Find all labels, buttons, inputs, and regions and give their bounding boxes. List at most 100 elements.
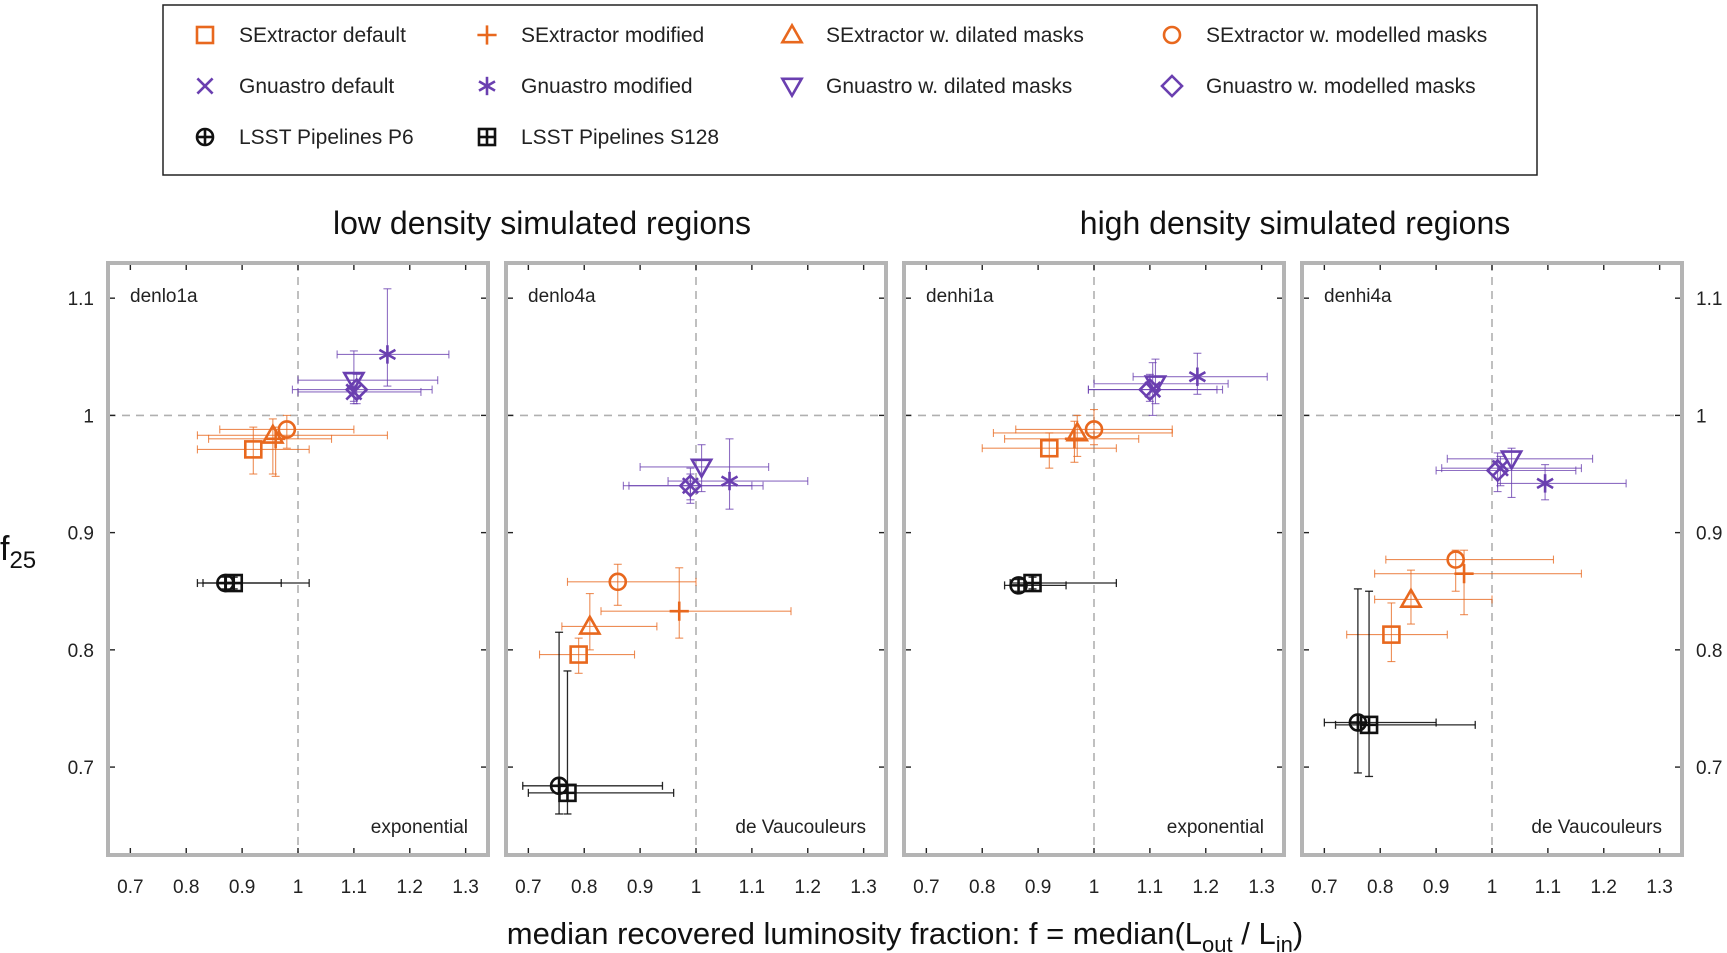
panel-name: denlo1a [130,286,198,307]
x-tick-label: 1.2 [1591,877,1617,898]
circle-marker [277,420,297,439]
square-marker [1039,438,1059,458]
panel-profile: exponential [1167,817,1264,838]
legend-entry-gnuastro-w-dilated-masks: Gnuastro w. dilated masks [780,75,1072,99]
triangle-down-marker-shape [780,77,804,99]
x-axis-label-sub-in: in [1276,932,1293,953]
x-tick-label: 1.1 [341,877,367,898]
data-point-sextractor-w-modelled-masks [219,414,355,449]
panel-profile: de Vaucouleurs [735,817,866,838]
x-tick-label: 0.8 [969,877,995,898]
panel-profile: exponential [371,817,468,838]
data-point-sextractor-w-dilated-masks [561,593,658,651]
panel-denhi4a: 0.7 0.8 0.9 1 1.1 1.2 1.3 0.7 0.8 0.9 1 1.1 denhi4a d… [1300,261,1722,898]
asterisk-marker [1188,367,1207,386]
circle-marker-shape [1084,420,1104,439]
data-point-sextractor-w-dilated-masks [1374,569,1493,625]
triangle-down-marker [689,458,714,480]
x-tick-label: 1 [691,877,702,898]
panel-name: denlo4a [528,286,596,307]
data-point-lsst-pipelines-s128 [1334,590,1476,778]
x-tick-label: 0.8 [173,877,199,898]
cross-marker-b [1491,459,1509,477]
asterisk-legend-icon [478,76,496,96]
data-point-gnuastro-w-dilated-masks [639,444,770,493]
x-tick-label: 0.9 [229,877,255,898]
panel-frame [106,261,490,857]
square-marker-shape [569,645,588,664]
x-tick-label: 1.3 [1248,877,1274,898]
triangle-down-marker-shape [1499,450,1524,471]
title-low-density: low density simulated regions [333,205,751,241]
x-tick-label: 1.3 [1646,877,1672,898]
y-tick-label-right: 1 [1696,406,1707,427]
square-plus-marker [1359,715,1379,735]
legend-entry-gnuastro-modified: Gnuastro modified [478,75,693,98]
triangle-down-marker-shape [689,458,714,480]
plus-legend-icon [477,25,497,45]
x-tick-label: 1.1 [739,877,765,898]
square-marker [243,440,263,459]
square-plus-marker [558,783,577,803]
triangle-up-legend-icon [780,22,804,44]
plus-marker [1454,564,1474,584]
legend: SExtractor default SExtractor modified SEx… [162,4,1538,176]
legend-box [162,4,1538,176]
legend-label: LSST Pipelines S128 [521,126,719,149]
square-marker-shape [1382,625,1401,644]
panel-frame [902,261,1286,857]
data-point-gnuastro-w-modelled-masks [291,373,433,405]
x-axis-label: median recovered luminosity fraction: f … [507,916,1303,953]
triangle-down-marker-shape [342,371,366,393]
x-tick-label: 0.7 [1311,877,1337,898]
asterisk-marker-b [378,348,397,361]
data-point-gnuastro-modified [1497,464,1627,501]
legend-label: Gnuastro w. dilated masks [826,75,1072,98]
x-axis-label-main: median recovered luminosity fraction: f … [507,916,1202,951]
legend-label: Gnuastro w. modelled masks [1206,75,1476,98]
circle-legend-icon [1162,25,1182,45]
panel-denlo4a: 0.7 0.8 0.9 1 1.1 1.2 1.3 denlo4a de Vaucouleurs [504,261,888,898]
x-axis-label-sub-out: out [1202,932,1233,953]
data-point-gnuastro-w-dilated-masks [1093,358,1229,405]
y-tick-label-left: 1.1 [68,289,94,310]
data-point-lsst-pipelines-s128 [527,670,675,815]
circle-marker [608,572,628,592]
x-tick-label: 0.8 [1367,877,1393,898]
triangle-down-legend-icon [780,77,804,99]
legend-label: SExtractor modified [521,24,704,47]
data-point-sextractor-w-dilated-masks [196,418,388,475]
square-marker-shape [243,440,263,459]
data-point-gnuastro-modified [336,288,450,387]
panels: 0.7 0.8 0.9 1 1.1 1.2 1.3 0.7 0.8 0.9 1 1.1 denlo1a e… [68,261,1722,898]
data-point-sextractor-default [1346,602,1448,663]
data-point-lsst-pipelines-s128 [202,573,310,593]
data-point-gnuastro-modified [667,438,809,510]
panel-denhi1a: 0.7 0.8 0.9 1 1.1 1.2 1.3 denhi1a exponential [902,261,1286,898]
diamond-legend-icon [1160,74,1184,98]
x-tick-label: 1.1 [1137,877,1163,898]
data-point-sextractor-default [538,637,636,674]
x-tick-label: 0.7 [913,877,939,898]
legend-entry-lsst-pipelines-p6: LSST Pipelines P6 [195,126,414,149]
triangle-up-marker [1065,420,1090,442]
data-point-sextractor-modified [600,567,792,639]
triangle-up-marker-shape [780,22,804,44]
data-point-sextractor-w-modelled-masks [1015,408,1173,446]
data-point-lsst-pipelines-s128 [1009,573,1118,593]
x-tick-label: 1 [293,877,304,898]
panel-frame [1300,261,1684,857]
asterisk-marker [378,345,397,364]
x-tick-label: 0.7 [117,877,143,898]
legend-entry-sextractor-modified: SExtractor modified [477,24,704,47]
data-point-lsst-pipelines-p6 [1323,588,1437,774]
square-plus-marker [224,573,244,593]
square-marker [1382,625,1401,644]
asterisk-marker-b [478,80,496,92]
circle-marker-shape [277,420,297,439]
x-tick-label: 1.2 [1193,877,1219,898]
square-plus-legend-icon [477,127,497,147]
data-point-sextractor-modified [1004,420,1140,463]
x-tick-label: 0.9 [627,877,653,898]
